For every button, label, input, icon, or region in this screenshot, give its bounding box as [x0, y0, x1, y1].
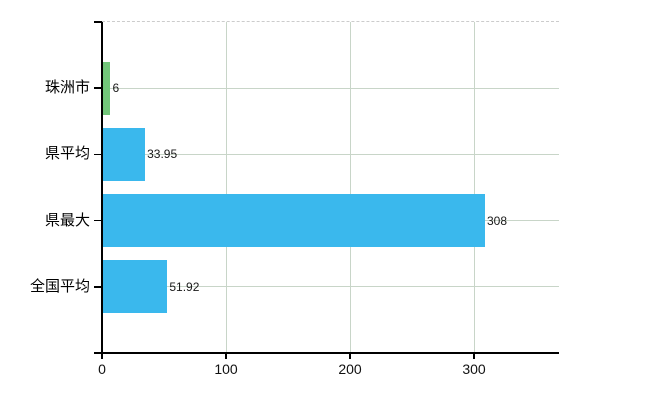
x-tick-label: 200	[338, 361, 362, 377]
x-tick	[101, 353, 103, 359]
x-tick-label: 0	[98, 361, 106, 377]
x-tick	[225, 353, 227, 359]
x-tick-label: 300	[462, 361, 486, 377]
value-label: 308	[486, 213, 507, 228]
y-tick	[94, 286, 102, 288]
category-label: 全国平均	[29, 277, 90, 295]
x-axis-line	[94, 352, 559, 354]
category-label: 珠洲市	[44, 79, 90, 97]
gridline-h	[103, 286, 559, 288]
y-tick	[94, 87, 102, 89]
gridline-v	[349, 22, 351, 353]
bar	[103, 61, 111, 115]
gridline-h	[103, 87, 559, 89]
category-label: 県最大	[44, 211, 90, 229]
y-axis-line	[101, 22, 103, 353]
x-tick-label: 100	[214, 361, 238, 377]
plot-top-dashed-border	[102, 21, 559, 22]
gridline-v	[473, 22, 475, 353]
y-tick	[94, 219, 102, 222]
value-label: 51.92	[169, 279, 200, 294]
y-tick	[94, 153, 102, 156]
value-label: 6	[112, 81, 120, 96]
bar	[103, 127, 146, 181]
bar	[103, 260, 168, 314]
category-label: 県平均	[44, 145, 90, 163]
x-tick	[349, 353, 351, 359]
x-tick	[473, 353, 475, 359]
y-axis-top-tick	[94, 21, 102, 23]
value-label: 33.95	[147, 147, 178, 162]
bar	[103, 194, 485, 248]
gridline-h	[103, 153, 559, 155]
gridline-v	[225, 22, 227, 353]
